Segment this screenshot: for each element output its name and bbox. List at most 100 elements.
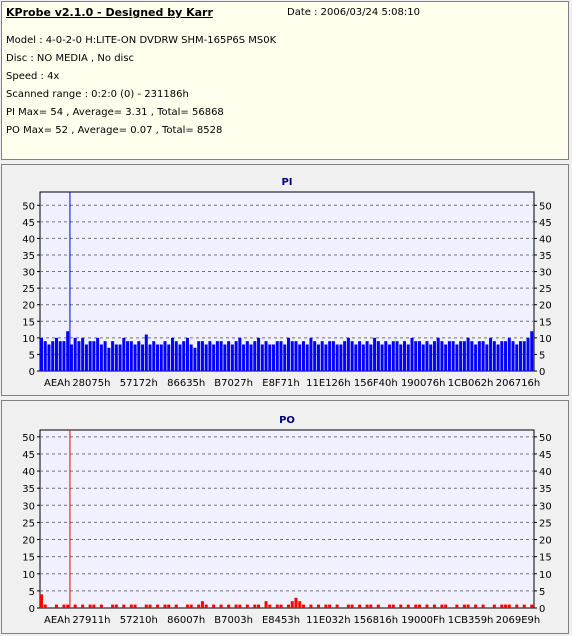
chart1-bar — [444, 604, 448, 608]
chart1-bar — [500, 604, 504, 608]
chart1-bar — [309, 604, 313, 608]
chart1-ytick-label-left: 45 — [22, 450, 35, 461]
chart0-bar — [81, 337, 85, 371]
chart0-bar — [212, 344, 216, 371]
chart0-bar — [62, 341, 66, 371]
chart0-bar — [141, 344, 145, 371]
chart1-ytick-label-right: 30 — [539, 501, 552, 512]
chart0-bar — [174, 341, 178, 371]
chart1-bar — [133, 604, 137, 608]
chart1-bar — [66, 604, 70, 608]
chart0-bar — [346, 337, 350, 371]
chart0-bar — [215, 341, 219, 371]
chart0-bar — [43, 341, 47, 371]
chart0-bar — [118, 344, 122, 371]
chart0-bar — [399, 344, 403, 371]
chart1-xtick-label: E8453h — [262, 615, 300, 626]
chart1-bar — [88, 604, 92, 608]
chart0-bar — [185, 337, 189, 371]
info-panel: KProbe v2.1.0 - Designed by Karr Date : … — [1, 1, 569, 160]
chart0-ytick-label-left: 5 — [29, 350, 35, 361]
chart0-bar — [414, 341, 418, 371]
chart1-bar — [238, 604, 242, 608]
chart0-ytick-label-left: 45 — [22, 218, 35, 229]
chart0-ytick-label-left: 40 — [22, 234, 35, 245]
chart0-bar — [204, 344, 208, 371]
pi-chart-panel: PI 0 0 5 5 10 10 15 15 20 20 25 25 30 30 35 35 40 40 45 45 50… — [1, 164, 569, 396]
chart1-ytick-label-right: 50 — [539, 433, 552, 444]
chart1-bar — [406, 604, 410, 608]
chart0-bar — [279, 341, 283, 371]
chart1-bar — [227, 604, 231, 608]
chart0-bar — [380, 344, 384, 371]
po-chart: PO 0 0 5 5 10 10 15 15 20 20 25 25 30 30 35 35 40 40 45 45 50… — [22, 415, 552, 626]
chart0-bar — [388, 344, 392, 371]
chart1-ytick-label-right: 25 — [539, 518, 552, 529]
chart0-bar — [234, 341, 238, 371]
chart1-bar — [287, 604, 290, 608]
chart0-xtick-label: 1CB062h — [448, 378, 494, 389]
chart1-bar — [156, 604, 160, 608]
chart0-ytick-label-right: 50 — [539, 201, 552, 212]
chart0-bar — [489, 337, 493, 371]
chart1-ytick-label-right: 40 — [539, 467, 552, 478]
chart0-xtick-label: 28075h — [72, 378, 110, 389]
chart1-bar — [324, 604, 328, 608]
chart0-bar — [77, 341, 81, 371]
chart0-bar — [96, 337, 100, 371]
chart1-bar — [298, 601, 302, 608]
pi-chart: PI 0 0 5 5 10 10 15 15 20 20 25 25 30 30 35 35 40 40 45 45 50… — [22, 177, 552, 389]
chart1-ytick-label-left: 15 — [22, 553, 35, 564]
chart0-bar — [163, 341, 167, 371]
chart0-bar — [208, 341, 212, 371]
chart1-bar — [462, 604, 466, 608]
chart1-bar — [399, 604, 403, 608]
chart0-bar — [432, 341, 436, 371]
chart1-ytick-label-right: 15 — [539, 553, 552, 564]
chart0-bar — [283, 344, 287, 371]
chart0-bar — [287, 337, 290, 371]
chart1-xtick-label: 57210h — [120, 615, 158, 626]
chart0-bar — [373, 337, 377, 371]
chart1-bar — [245, 604, 249, 608]
chart1-bar — [279, 604, 283, 608]
chart1-bar — [414, 604, 418, 608]
chart0-bar — [249, 344, 253, 371]
chart0-ytick-label-left: 30 — [22, 268, 35, 279]
chart1-ytick-label-left: 0 — [29, 604, 35, 615]
chart0-xtick-label: AEAh — [44, 378, 70, 389]
chart0-bar — [122, 337, 126, 371]
disc-line: Disc : NO MEDIA , No disc — [6, 53, 135, 64]
chart1-xtick-label: B7003h — [214, 615, 253, 626]
chart1-bar — [515, 604, 519, 608]
chart0-bar — [492, 341, 496, 371]
chart0-bar — [417, 341, 421, 371]
chart0-bar — [84, 344, 88, 371]
chart0-xtick-label: 156F40h — [354, 378, 398, 389]
chart1-ytick-label-right: 35 — [539, 484, 552, 495]
chart0-bar — [242, 344, 246, 371]
po-chart-panel: PO 0 0 5 5 10 10 15 15 20 20 25 25 30 30 35 35 40 40 45 45 50… — [1, 400, 569, 634]
chart0-bar — [474, 344, 478, 371]
chart0-bar — [530, 331, 534, 371]
chart1-bar — [264, 601, 268, 608]
chart0-bar — [522, 341, 526, 371]
chart1-bar — [507, 604, 511, 608]
chart1-ytick-label-right: 45 — [539, 450, 552, 461]
chart0-bar — [170, 337, 174, 371]
chart1-bar — [129, 604, 133, 608]
chart0-bar — [264, 341, 268, 371]
chart0-bar — [275, 341, 279, 371]
chart0-ytick-label-right: 0 — [539, 367, 545, 378]
chart0-bar — [152, 341, 156, 371]
chart1-bar — [328, 604, 332, 608]
chart1-bar — [530, 604, 534, 608]
chart0-bar — [477, 341, 481, 371]
chart0-bar — [305, 344, 309, 371]
chart0-bar — [313, 341, 317, 371]
chart1-xtick-label: 156816h — [354, 615, 399, 626]
chart0-bar — [343, 341, 347, 371]
chart0-bar — [350, 341, 354, 371]
chart0-bar — [219, 341, 223, 371]
chart0-bar — [436, 337, 440, 371]
